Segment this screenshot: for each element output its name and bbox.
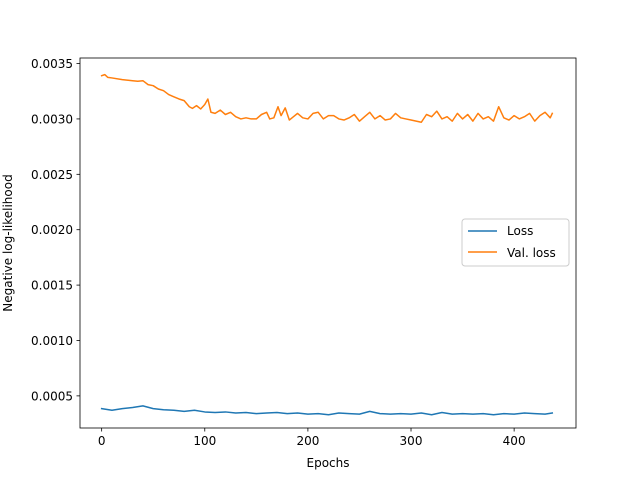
x-axis-ticks: 0 100 200 300 400 — [98, 428, 526, 448]
legend-label-val-loss: Val. loss — [507, 246, 556, 260]
series-group — [100, 73, 554, 416]
y-axis-ticks: 0.0005 0.0010 0.0015 0.0020 0.0025 0.0030 0.00… — [31, 57, 80, 403]
x-tick-label: 100 — [193, 434, 216, 448]
y-tick-label: 0.0035 — [31, 57, 73, 71]
y-tick-label: 0.0020 — [31, 223, 73, 237]
plot-frame — [79, 57, 577, 429]
x-tick-label: 200 — [296, 434, 319, 448]
series-line-loss — [100, 405, 554, 416]
x-axis-label: Epochs — [307, 456, 350, 470]
series-line-val-loss — [100, 73, 554, 123]
legend-label-loss: Loss — [507, 224, 533, 238]
y-tick-label: 0.0010 — [31, 334, 73, 348]
y-axis-label: Negative log-likelihood — [1, 174, 15, 311]
y-tick-label: 0.0030 — [31, 112, 73, 126]
x-tick-label: 0 — [98, 434, 106, 448]
x-tick-label: 300 — [400, 434, 423, 448]
y-tick-label: 0.0015 — [31, 279, 73, 293]
y-tick-label: 0.0005 — [31, 389, 73, 403]
legend: Loss Val. loss — [461, 218, 570, 267]
y-tick-label: 0.0025 — [31, 168, 73, 182]
x-tick-label: 400 — [503, 434, 526, 448]
